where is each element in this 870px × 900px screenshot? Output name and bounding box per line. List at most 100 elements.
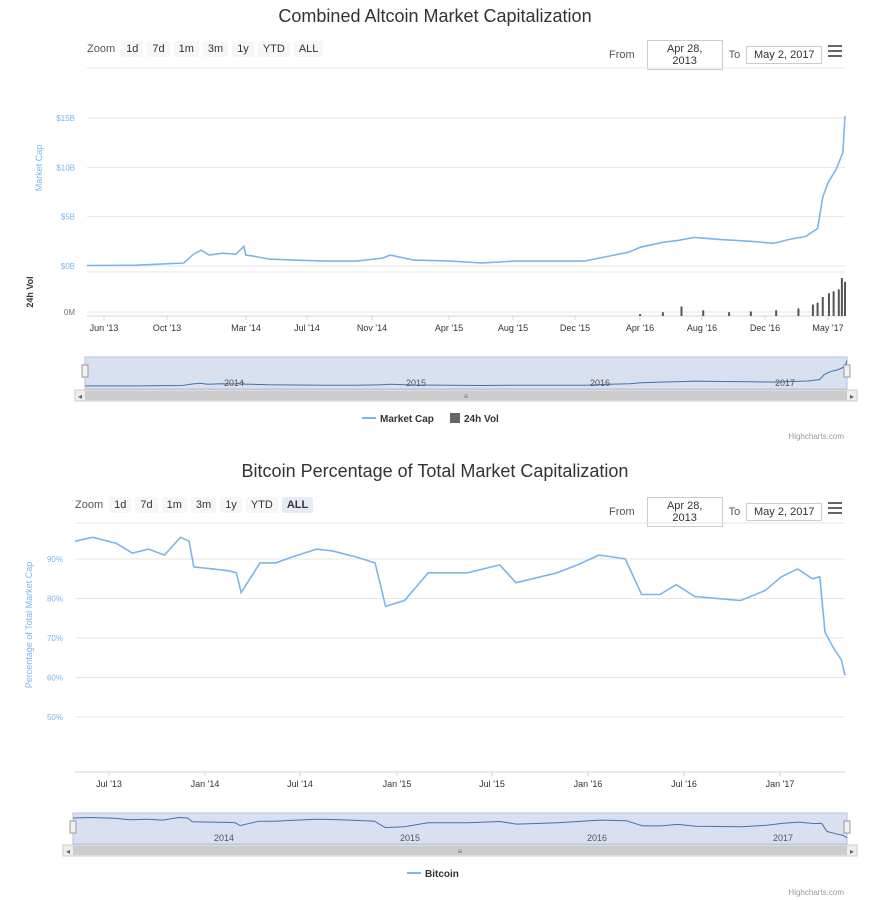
- navigator-series-line: [85, 360, 848, 387]
- scroll-right-arrow: ▸: [850, 392, 854, 401]
- scroll-left-arrow: ◂: [66, 847, 70, 856]
- volume-bar: [749, 311, 752, 316]
- x-tick-label: Jan '14: [191, 779, 220, 789]
- x-tick-label: Jan '17: [766, 779, 795, 789]
- from-date-input[interactable]: Apr 28, 2013: [646, 40, 723, 70]
- x-tick-label: Jul '15: [479, 779, 505, 789]
- legend-item-market-cap: Market Cap: [380, 414, 434, 425]
- x-tick-label: Jul '13: [96, 779, 122, 789]
- y-tick-label: 50%: [47, 713, 63, 722]
- x-tick-label: Jan '15: [383, 779, 412, 789]
- volume-bar: [728, 312, 731, 316]
- y-tick-label: $0B: [61, 262, 75, 271]
- navigator-year-label: 2015: [406, 378, 426, 388]
- zoom-selector: Zoom 1d 7d 1m 3m 1y YTD ALL: [75, 497, 317, 513]
- volume-bar: [702, 310, 705, 316]
- zoom-ytd-button[interactable]: YTD: [245, 497, 278, 513]
- x-tick-label: Dec '16: [750, 323, 780, 333]
- zoom-all-button[interactable]: ALL: [293, 41, 324, 57]
- x-tick-label: Jul '14: [294, 323, 320, 333]
- zoom-7d-button[interactable]: 7d: [147, 41, 170, 57]
- x-tick-label: Oct '13: [153, 323, 181, 333]
- scrollbar-thumb: [73, 846, 847, 855]
- volume-bar: [661, 312, 664, 316]
- zoom-7d-button[interactable]: 7d: [135, 497, 158, 513]
- zoom-3m-button[interactable]: 3m: [202, 41, 229, 57]
- volume-bar: [811, 304, 814, 316]
- navigator-year-label: 2016: [590, 378, 610, 388]
- date-range: From Apr 28, 2013 To May 2, 2017: [609, 497, 823, 527]
- x-tick-label: May '17: [812, 323, 843, 333]
- series-line-market-cap: [86, 115, 846, 267]
- scrollbar-track: [62, 844, 858, 857]
- zoom-selector: Zoom 1d 7d 1m 3m 1y YTD ALL: [87, 41, 327, 57]
- volume-axis-label: 24h Vol: [25, 276, 35, 307]
- legend-item-24h-vol: 24h Vol: [464, 414, 499, 425]
- x-tick-label: Jul '16: [671, 779, 697, 789]
- y-axis-label: Market Cap: [34, 145, 44, 192]
- volume-bar: [639, 314, 642, 316]
- navigator-series-line: [72, 816, 848, 839]
- scrollbar-thumb: [85, 391, 847, 400]
- scroll-left-arrow: ◂: [78, 392, 82, 401]
- zoom-all-button[interactable]: ALL: [281, 497, 314, 513]
- zoom-1d-button[interactable]: 1d: [121, 41, 144, 57]
- x-tick-label: Aug '16: [687, 323, 717, 333]
- chart-title: Bitcoin Percentage of Total Market Capit…: [241, 461, 629, 481]
- zoom-1d-button[interactable]: 1d: [109, 497, 132, 513]
- volume-bar: [797, 308, 800, 316]
- y-tick-label: 70%: [47, 634, 63, 643]
- zoom-3m-button[interactable]: 3m: [190, 497, 217, 513]
- chart-title: Combined Altcoin Market Capitalization: [278, 6, 592, 26]
- y-tick-label: 60%: [47, 674, 63, 683]
- volume-bar: [816, 302, 819, 316]
- zoom-1y-button[interactable]: 1y: [232, 41, 254, 57]
- x-tick-label: Dec '15: [560, 323, 590, 333]
- volume-bar: [840, 278, 843, 316]
- hamburger-menu-icon[interactable]: [828, 45, 842, 57]
- bitcoin-dominance-chart-panel: Bitcoin Percentage of Total Market Capit…: [0, 455, 870, 900]
- navigator-selection: [84, 356, 848, 390]
- navigator-handle: [81, 364, 89, 378]
- to-date-input[interactable]: May 2, 2017: [746, 503, 823, 521]
- zoom-1m-button[interactable]: 1m: [173, 41, 199, 57]
- x-tick-label: Apr '15: [435, 323, 463, 333]
- navigator-year-label: 2014: [214, 833, 234, 843]
- x-tick-label: Aug '15: [498, 323, 528, 333]
- legend-item-bitcoin: Bitcoin: [425, 869, 459, 880]
- from-label: From: [609, 506, 635, 518]
- volume-bar: [832, 291, 835, 316]
- navigator-handle: [843, 364, 851, 378]
- y-tick-label: $10B: [56, 163, 75, 172]
- navigator-selection: [72, 812, 848, 845]
- y-tick-label: 90%: [47, 555, 63, 564]
- to-date-input[interactable]: May 2, 2017: [746, 46, 823, 64]
- altcoin-chart-panel: Combined Altcoin Market Capitalization Z…: [25, 6, 858, 441]
- from-label: From: [609, 49, 635, 61]
- volume-y-tick-label: 0M: [64, 308, 75, 317]
- volume-bar: [827, 293, 830, 316]
- date-range: From Apr 28, 2013 To May 2, 2017: [609, 40, 823, 70]
- series-line-bitcoin: [74, 536, 846, 676]
- x-tick-label: Jun '13: [90, 323, 119, 333]
- scrollbar-grip-icon: ≡: [458, 847, 463, 856]
- x-tick-label: Jan '16: [574, 779, 603, 789]
- scroll-right-arrow: ▸: [850, 847, 854, 856]
- from-date-input[interactable]: Apr 28, 2013: [646, 497, 723, 527]
- zoom-1y-button[interactable]: 1y: [220, 497, 242, 513]
- zoom-label: Zoom: [75, 499, 104, 511]
- zoom-ytd-button[interactable]: YTD: [257, 41, 290, 57]
- hamburger-menu-icon[interactable]: [828, 502, 842, 514]
- volume-bar: [844, 281, 846, 316]
- volume-bar: [837, 289, 840, 316]
- volume-bar: [775, 310, 778, 316]
- x-tick-label: Apr '16: [626, 323, 654, 333]
- volume-bar: [821, 297, 824, 316]
- x-tick-label: Mar '14: [231, 323, 261, 333]
- navigator-year-label: 2017: [775, 378, 795, 388]
- scrollbar-track: [74, 389, 858, 402]
- credit-label: Highcharts.com: [788, 432, 844, 441]
- navigator-year-label: 2016: [587, 833, 607, 843]
- navigator-year-label: 2015: [400, 833, 420, 843]
- zoom-1m-button[interactable]: 1m: [161, 497, 187, 513]
